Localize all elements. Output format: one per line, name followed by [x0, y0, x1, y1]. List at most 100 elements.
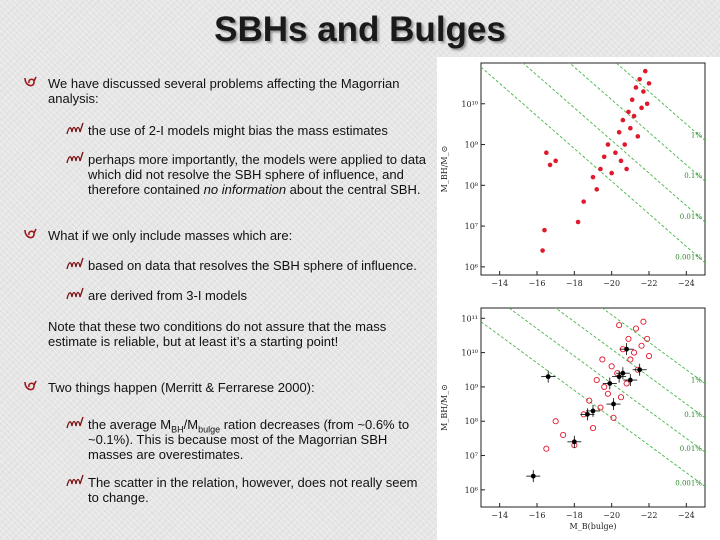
slide-title: SBHs and Bulges — [214, 10, 506, 49]
ratio-label: 0.01% — [680, 445, 703, 453]
data-point — [604, 390, 611, 397]
bullet-1-sub-2: perhaps more importantly, the models wer… — [66, 151, 428, 197]
data-point — [590, 174, 596, 180]
data-point — [547, 162, 553, 168]
x-tick-label: −18 — [566, 511, 583, 520]
data-point — [641, 89, 646, 94]
data-point — [631, 113, 637, 119]
y-tick-label: 10⁷ — [465, 452, 478, 461]
x-tick-label: −20 — [603, 279, 620, 288]
bullet-1: We have discussed several problems affec… — [24, 76, 428, 106]
data-point — [545, 374, 551, 380]
data-point — [585, 411, 590, 417]
data-point — [571, 439, 577, 445]
ratio-line — [508, 308, 705, 453]
data-point — [631, 349, 638, 356]
data-point — [626, 109, 631, 115]
bullet-d-icon — [22, 227, 40, 243]
data-point — [589, 425, 597, 432]
data-point — [625, 335, 632, 342]
ratio-lines — [481, 308, 705, 487]
y-tick-label: 10⁸ — [465, 181, 478, 190]
ratio-line — [568, 63, 705, 182]
y-tick-label: 10⁸ — [465, 417, 478, 426]
bullet-squiggle-icon — [66, 474, 84, 490]
data-point — [620, 370, 626, 376]
bullet-2-sub-1: based on data that resolves the SBH sphe… — [66, 257, 428, 273]
x-tick-label: −16 — [529, 279, 546, 288]
data-point — [552, 418, 559, 425]
ratio-label: 1% — [691, 377, 702, 385]
scatter-plot-magorrian: 1% 0.1% 0.01% 0.001% −14 −16 −18 −20 −22 −24 10⁶ 10… — [440, 62, 706, 288]
bullet-2: What if we only include masses which are… — [24, 228, 428, 243]
x-tick-label: −18 — [566, 279, 583, 288]
data-point — [581, 199, 586, 204]
y-axis-label: M_BH/M_⊙ — [440, 146, 449, 193]
data-point — [627, 377, 633, 383]
bullet-d-icon — [22, 379, 40, 395]
data-point — [610, 414, 617, 421]
y-tick-label: 10¹⁰ — [461, 100, 478, 109]
y-tick-label: 10⁷ — [465, 222, 478, 231]
x-tick-label: −24 — [678, 511, 695, 520]
data-point — [623, 380, 630, 387]
bullet-squiggle-icon — [66, 151, 84, 167]
slide-content: We have discussed several problems affec… — [22, 76, 428, 505]
x-tick-label: −22 — [641, 279, 658, 288]
y-axis-label: M_BH/M_⊙ — [440, 384, 449, 431]
data-point — [624, 166, 629, 172]
bullet-squiggle-icon — [66, 122, 84, 138]
data-point — [605, 142, 611, 147]
data-point — [575, 219, 581, 225]
data-point — [616, 374, 622, 380]
data-point — [644, 335, 651, 342]
data-point — [530, 473, 536, 479]
data-point — [633, 85, 639, 90]
data-point — [599, 356, 606, 363]
plot-frame — [480, 62, 706, 276]
data-point — [616, 322, 623, 329]
data-point — [607, 381, 613, 386]
bullet-squiggle-icon — [66, 257, 84, 273]
data-point — [644, 101, 650, 107]
ratio-label: 1% — [691, 131, 702, 139]
plot-frame — [480, 307, 706, 508]
data-point — [620, 117, 626, 123]
ratio-line — [554, 308, 705, 419]
data-point — [590, 408, 596, 414]
data-point — [608, 363, 615, 370]
x-tick-label: −16 — [529, 511, 546, 520]
x-tick-label: −24 — [678, 279, 695, 288]
data-point — [613, 150, 618, 155]
y-tick-label: 10⁹ — [465, 383, 479, 392]
ratio-line — [522, 63, 705, 223]
ratio-line — [615, 63, 705, 141]
bullet-squiggle-icon — [66, 416, 84, 432]
data-point — [594, 187, 600, 192]
data-point — [632, 325, 639, 332]
data-point — [601, 383, 608, 390]
y-tick-label: 10⁶ — [465, 486, 478, 495]
data-point — [627, 356, 634, 363]
figure-panel: 1% 0.1% 0.01% 0.001% −14 −16 −18 −20 −22 −24 10⁶ 10… — [437, 57, 720, 540]
x-tick-label: −14 — [491, 279, 508, 288]
bullet-3-sub-1: the average MBH/Mbulge ration decreases … — [66, 416, 428, 462]
data-point — [639, 105, 644, 111]
data-point — [597, 404, 604, 411]
ratio-label: 0.001% — [675, 479, 702, 487]
x-tick-label: −22 — [641, 511, 658, 520]
data-point — [560, 431, 567, 438]
ratio-line — [601, 308, 705, 384]
data-point — [637, 77, 642, 82]
data-point — [601, 154, 607, 160]
ratio-line — [481, 66, 705, 264]
data-point — [646, 81, 652, 86]
bullet-2-sub-2: are derived from 3-I models — [66, 287, 428, 303]
data-point — [611, 401, 616, 407]
x-axis-label: M_B(bulge) — [570, 522, 617, 531]
data-point — [609, 170, 614, 176]
data-point — [543, 445, 550, 452]
data-point — [640, 318, 647, 325]
data-point — [542, 227, 547, 233]
bullet-squiggle-icon — [66, 287, 84, 303]
